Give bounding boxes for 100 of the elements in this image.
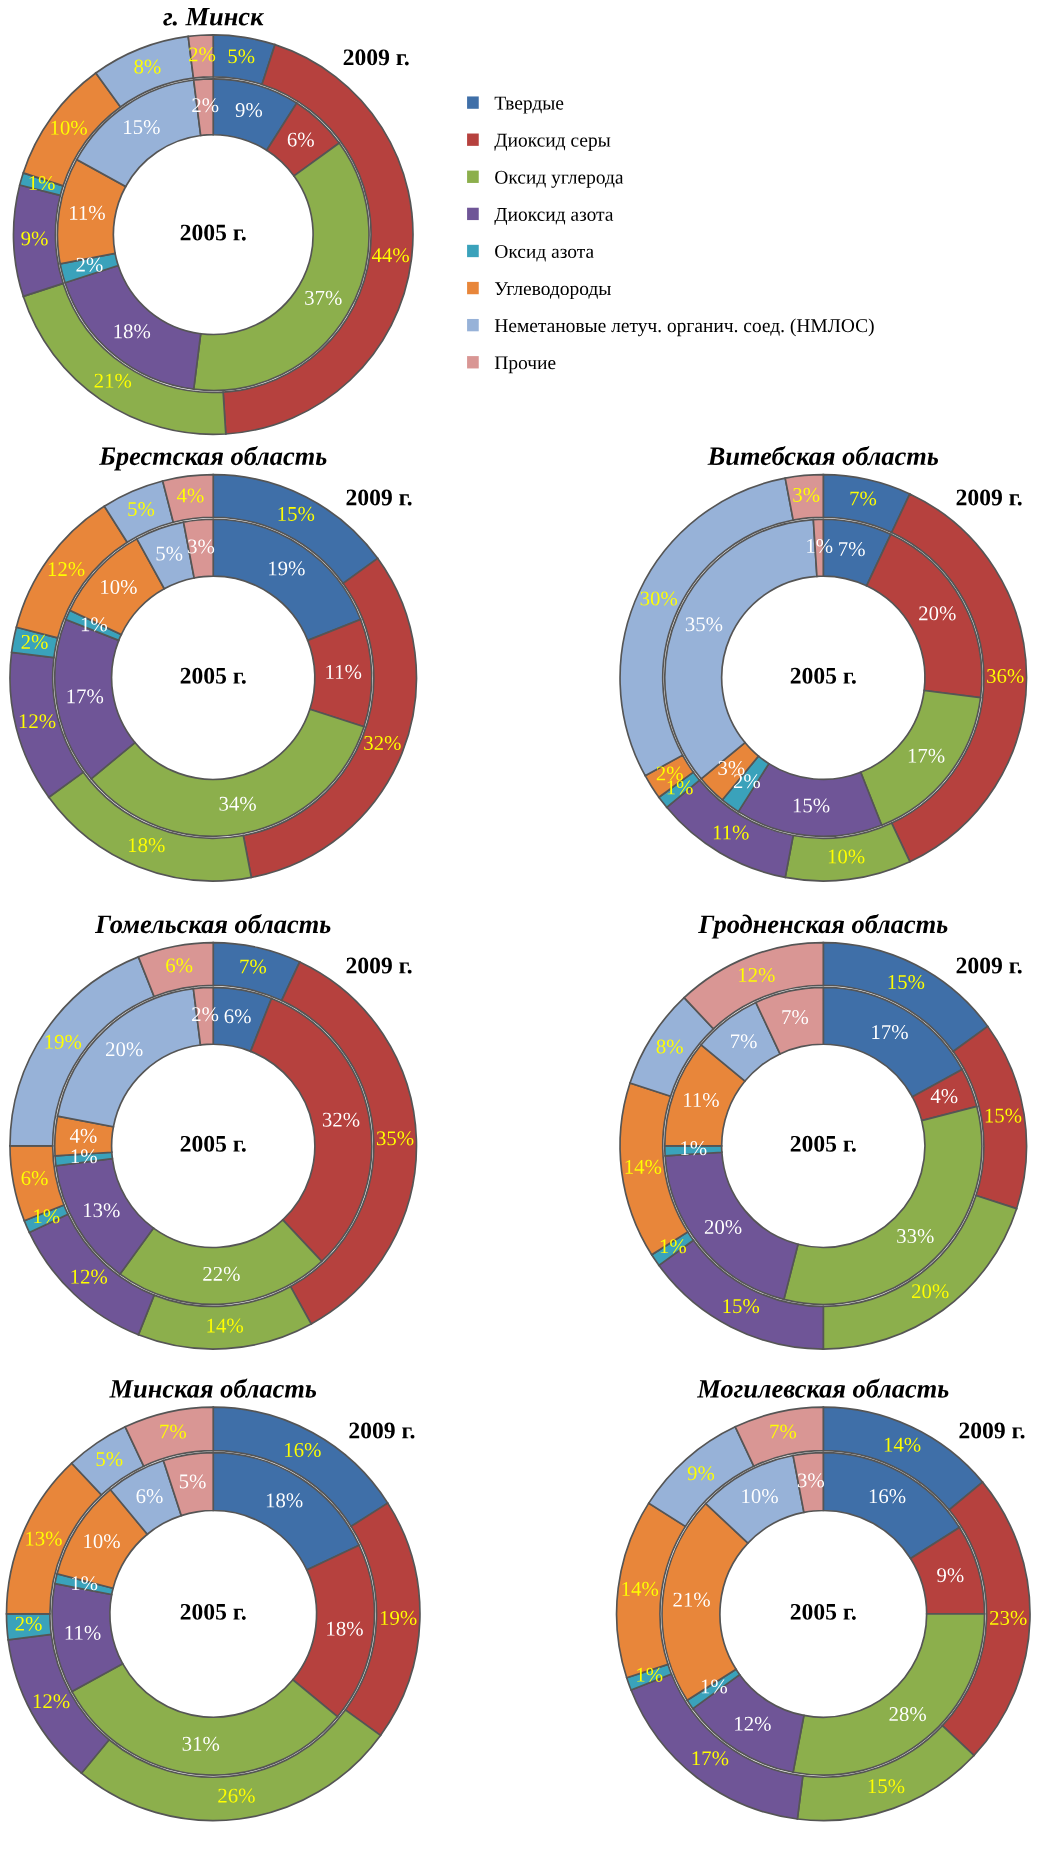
data-label: 21% — [94, 373, 132, 388]
data-label: 8% — [134, 59, 161, 74]
legend-label: Углеводороды — [494, 282, 611, 300]
data-label: 17% — [908, 748, 945, 763]
data-label: 1% — [72, 1576, 98, 1591]
data-label: 18% — [266, 1493, 303, 1508]
slice-label: 2005 г. — [180, 1135, 246, 1152]
data-label: 6% — [136, 1489, 163, 1504]
data-label: 2% — [656, 766, 683, 781]
data-label: 36% — [987, 668, 1024, 684]
data-label: 16% — [285, 1442, 321, 1458]
legend-label: Неметановые летуч. органич. соед. (НМЛОС) — [494, 318, 874, 337]
data-label: 19% — [45, 1034, 82, 1049]
data-label: 35% — [376, 1131, 414, 1146]
data-label: 15% — [888, 974, 925, 990]
data-label: 12% — [19, 714, 56, 729]
data-label: 6% — [287, 132, 314, 147]
data-label: 15% — [985, 1108, 1022, 1123]
data-label: 13% — [84, 1203, 120, 1218]
slice-label: 2009 г. — [346, 489, 412, 506]
data-label: 8% — [656, 1039, 683, 1054]
data-label: 1% — [701, 1679, 728, 1694]
chart-title: Гродненская область — [698, 914, 948, 939]
chart-title: Могилевская область — [696, 1378, 949, 1398]
data-label: 7% — [782, 1010, 809, 1025]
chart-title: Гомельская область — [94, 914, 331, 934]
data-label: 15% — [868, 1779, 905, 1794]
data-label: 15% — [278, 506, 315, 521]
slice-label: 2005 г. — [180, 1603, 246, 1620]
data-label: 10% — [51, 120, 87, 135]
data-label: 4% — [176, 488, 204, 503]
chart-title: Минская область — [109, 1378, 317, 1398]
data-label: 7% — [160, 1424, 187, 1439]
data-label: 17% — [692, 1751, 729, 1766]
chart-title: г. Минск — [163, 7, 264, 26]
data-label: 9% — [937, 1568, 964, 1583]
slice-label: 2009 г. — [956, 489, 1022, 506]
data-label: 12% — [735, 1716, 771, 1731]
slice-label: 2005 г. — [790, 1603, 856, 1620]
data-label: 14% — [625, 1159, 662, 1174]
data-label: 9% — [21, 231, 48, 246]
data-label: 37% — [305, 290, 342, 305]
data-label: 10% — [742, 1489, 778, 1504]
data-label: 11% — [326, 664, 362, 679]
slice-label: 2005 г. — [790, 667, 856, 684]
slice-label: 2009 г. — [956, 957, 1022, 974]
data-label: 18% — [114, 324, 151, 339]
data-label: 5% — [228, 49, 255, 64]
legend-label: Твердые — [494, 96, 564, 114]
data-label: 32% — [322, 1112, 360, 1127]
data-label: 26% — [218, 1788, 255, 1803]
data-label: 1% — [29, 175, 55, 191]
data-label: 9% — [687, 1466, 715, 1481]
data-label: 10% — [828, 849, 865, 864]
data-label: 6% — [21, 1171, 48, 1186]
data-label: 15% — [793, 798, 830, 813]
data-label: 14% — [207, 1318, 244, 1333]
data-label: 1% — [71, 1149, 97, 1164]
slice-label: 2009 г. — [959, 1422, 1025, 1439]
data-label: 35% — [685, 617, 723, 632]
legend-label: Оксид углерода — [495, 170, 624, 188]
data-label: 12% — [48, 562, 85, 577]
data-label: 1% — [637, 1667, 663, 1682]
data-label: 1% — [667, 780, 693, 795]
data-label: 17% — [67, 689, 104, 704]
slice-label: 2009 г. — [343, 49, 409, 66]
data-label: 12% — [71, 1269, 108, 1284]
data-label: 15% — [124, 120, 160, 135]
legend-label: Диоксид азота — [494, 208, 614, 225]
legend-label: Диоксид серы — [494, 133, 611, 151]
slice-label: 2009 г. — [349, 1422, 415, 1439]
data-label: 14% — [622, 1581, 659, 1596]
data-label: 7% — [850, 491, 877, 506]
data-label: 7% — [770, 1424, 797, 1439]
data-label: 11% — [713, 825, 749, 840]
data-label: 10% — [84, 1534, 120, 1549]
data-label: 20% — [106, 1042, 143, 1057]
data-label: 6% — [166, 958, 193, 973]
data-label: 1% — [34, 1209, 60, 1224]
data-label: 33% — [897, 1228, 934, 1244]
data-label: 2% — [21, 634, 48, 649]
data-label: 1% — [660, 1239, 687, 1254]
data-label: 1% — [681, 1141, 707, 1156]
data-label: 20% — [919, 606, 956, 621]
data-label: 23% — [990, 1610, 1027, 1625]
data-label: 19% — [380, 1610, 417, 1625]
data-label: 31% — [182, 1736, 220, 1751]
data-label: 7% — [839, 542, 865, 557]
data-label: 19% — [269, 561, 305, 576]
data-label: 17% — [872, 1025, 908, 1040]
data-label: 32% — [364, 735, 401, 751]
data-label: 6% — [224, 1009, 251, 1024]
data-label: 30% — [640, 591, 678, 606]
data-label: 5% — [179, 1474, 206, 1489]
data-label: 20% — [912, 1284, 949, 1299]
legend-label: Оксид азота — [495, 244, 594, 262]
data-label: 34% — [219, 796, 256, 811]
data-label: 14% — [884, 1437, 921, 1452]
data-label: 20% — [704, 1219, 742, 1235]
data-label: 21% — [673, 1592, 710, 1607]
